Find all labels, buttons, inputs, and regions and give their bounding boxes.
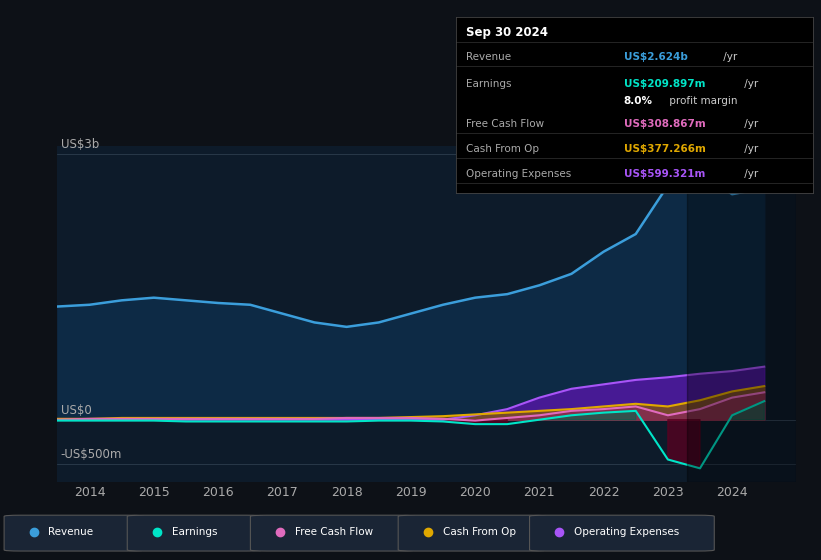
FancyBboxPatch shape [530, 515, 714, 551]
Text: /yr: /yr [720, 52, 737, 62]
FancyBboxPatch shape [127, 515, 263, 551]
Text: US$209.897m: US$209.897m [623, 78, 705, 88]
Text: Sep 30 2024: Sep 30 2024 [466, 26, 548, 39]
Text: /yr: /yr [741, 144, 759, 154]
Bar [687, 146, 796, 482]
Text: US$2.624b: US$2.624b [623, 52, 687, 62]
Text: Revenue: Revenue [48, 527, 94, 537]
Text: Cash From Op: Cash From Op [466, 144, 539, 154]
Text: /yr: /yr [741, 169, 759, 179]
Text: US$599.321m: US$599.321m [623, 169, 705, 179]
Text: /yr: /yr [741, 78, 759, 88]
Text: US$377.266m: US$377.266m [623, 144, 705, 154]
Text: US$3b: US$3b [61, 138, 99, 151]
Text: Revenue: Revenue [466, 52, 511, 62]
FancyBboxPatch shape [250, 515, 415, 551]
Text: profit margin: profit margin [667, 96, 738, 106]
Text: US$308.867m: US$308.867m [623, 119, 705, 129]
FancyBboxPatch shape [398, 515, 546, 551]
Text: 8.0%: 8.0% [623, 96, 653, 106]
FancyBboxPatch shape [4, 515, 144, 551]
Text: Free Cash Flow: Free Cash Flow [466, 119, 544, 129]
Text: /yr: /yr [741, 119, 759, 129]
Text: -US$500m: -US$500m [61, 448, 122, 461]
Text: Operating Expenses: Operating Expenses [466, 169, 571, 179]
Text: Operating Expenses: Operating Expenses [574, 527, 679, 537]
Text: Earnings: Earnings [466, 78, 511, 88]
Text: Free Cash Flow: Free Cash Flow [295, 527, 373, 537]
Text: Cash From Op: Cash From Op [443, 527, 516, 537]
Text: Earnings: Earnings [172, 527, 217, 537]
Text: US$0: US$0 [61, 404, 91, 417]
